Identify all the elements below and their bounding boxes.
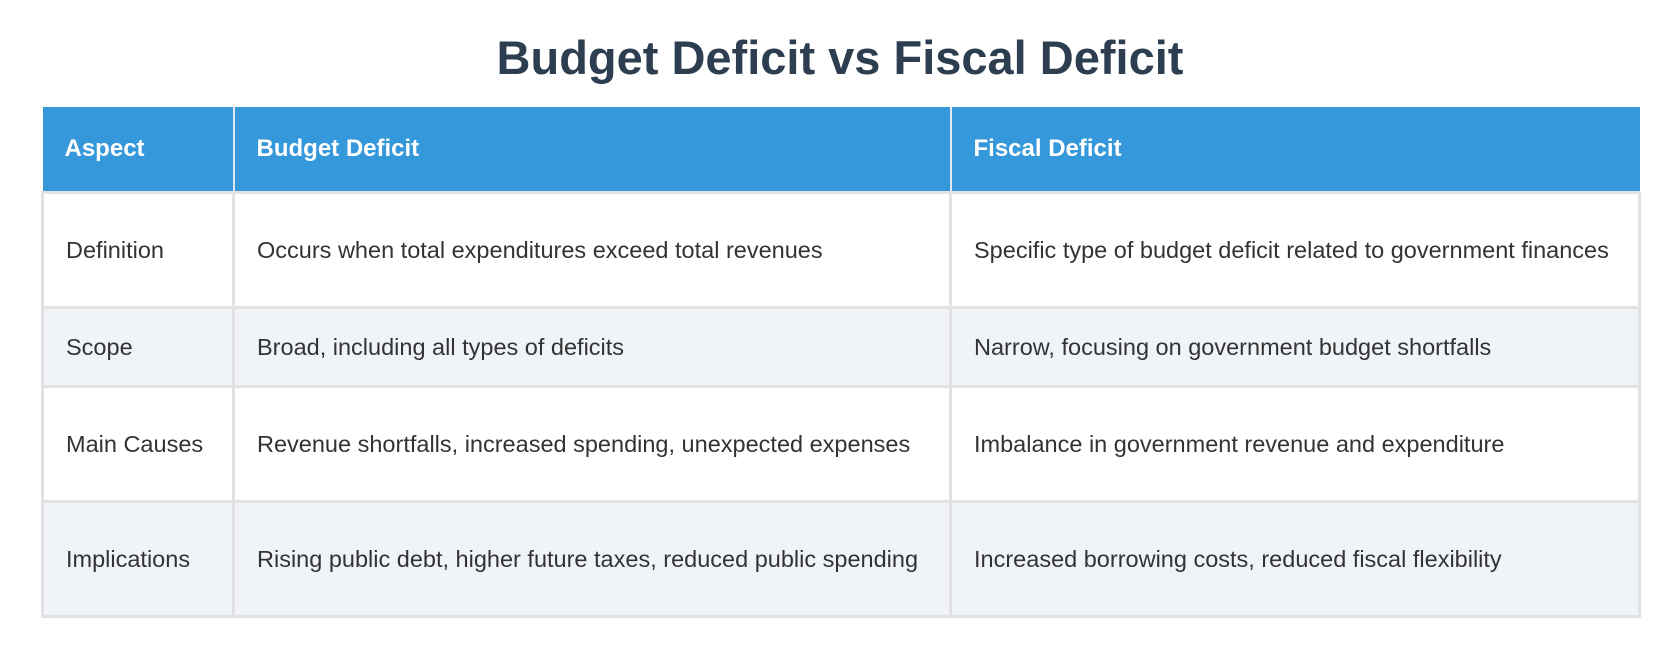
table-cell: Implications [41, 500, 235, 618]
table-row: Implications Rising public debt, higher f… [41, 500, 1641, 618]
table-row: Scope Broad, including all types of defic… [41, 306, 1641, 388]
table-cell: Main Causes [41, 385, 235, 503]
table-row: Definition Occurs when total expenditures… [41, 191, 1641, 309]
table-cell: Broad, including all types of deficits [232, 306, 952, 388]
table-cell: Narrow, focusing on government budget sh… [949, 306, 1641, 388]
column-header: Budget Deficit [233, 107, 952, 193]
table-cell: Imbalance in government revenue and expe… [949, 385, 1641, 503]
table-cell: Scope [41, 306, 235, 388]
table-body: Definition Occurs when total expenditures… [41, 191, 1641, 618]
table-row: Main Causes Revenue shortfalls, increased… [41, 385, 1641, 503]
table-cell: Specific type of budget deficit related … [949, 191, 1641, 309]
table-cell: Occurs when total expenditures exceed to… [232, 191, 952, 309]
page-title: Budget Deficit vs Fiscal Deficit [496, 31, 1184, 84]
table-cell: Rising public debt, higher future taxes,… [232, 500, 952, 618]
column-header: Fiscal Deficit [950, 107, 1640, 193]
table-cell: Increased borrowing costs, reduced fisca… [949, 500, 1641, 618]
column-header: Aspect [42, 107, 235, 193]
table-cell: Revenue shortfalls, increased spending, … [232, 385, 952, 503]
comparison-table: Aspect Budget Deficit Fiscal Deficit Defin… [41, 107, 1641, 618]
table-cell: Definition [41, 191, 235, 309]
header-row: Aspect Budget Deficit Fiscal Deficit [42, 107, 1640, 193]
